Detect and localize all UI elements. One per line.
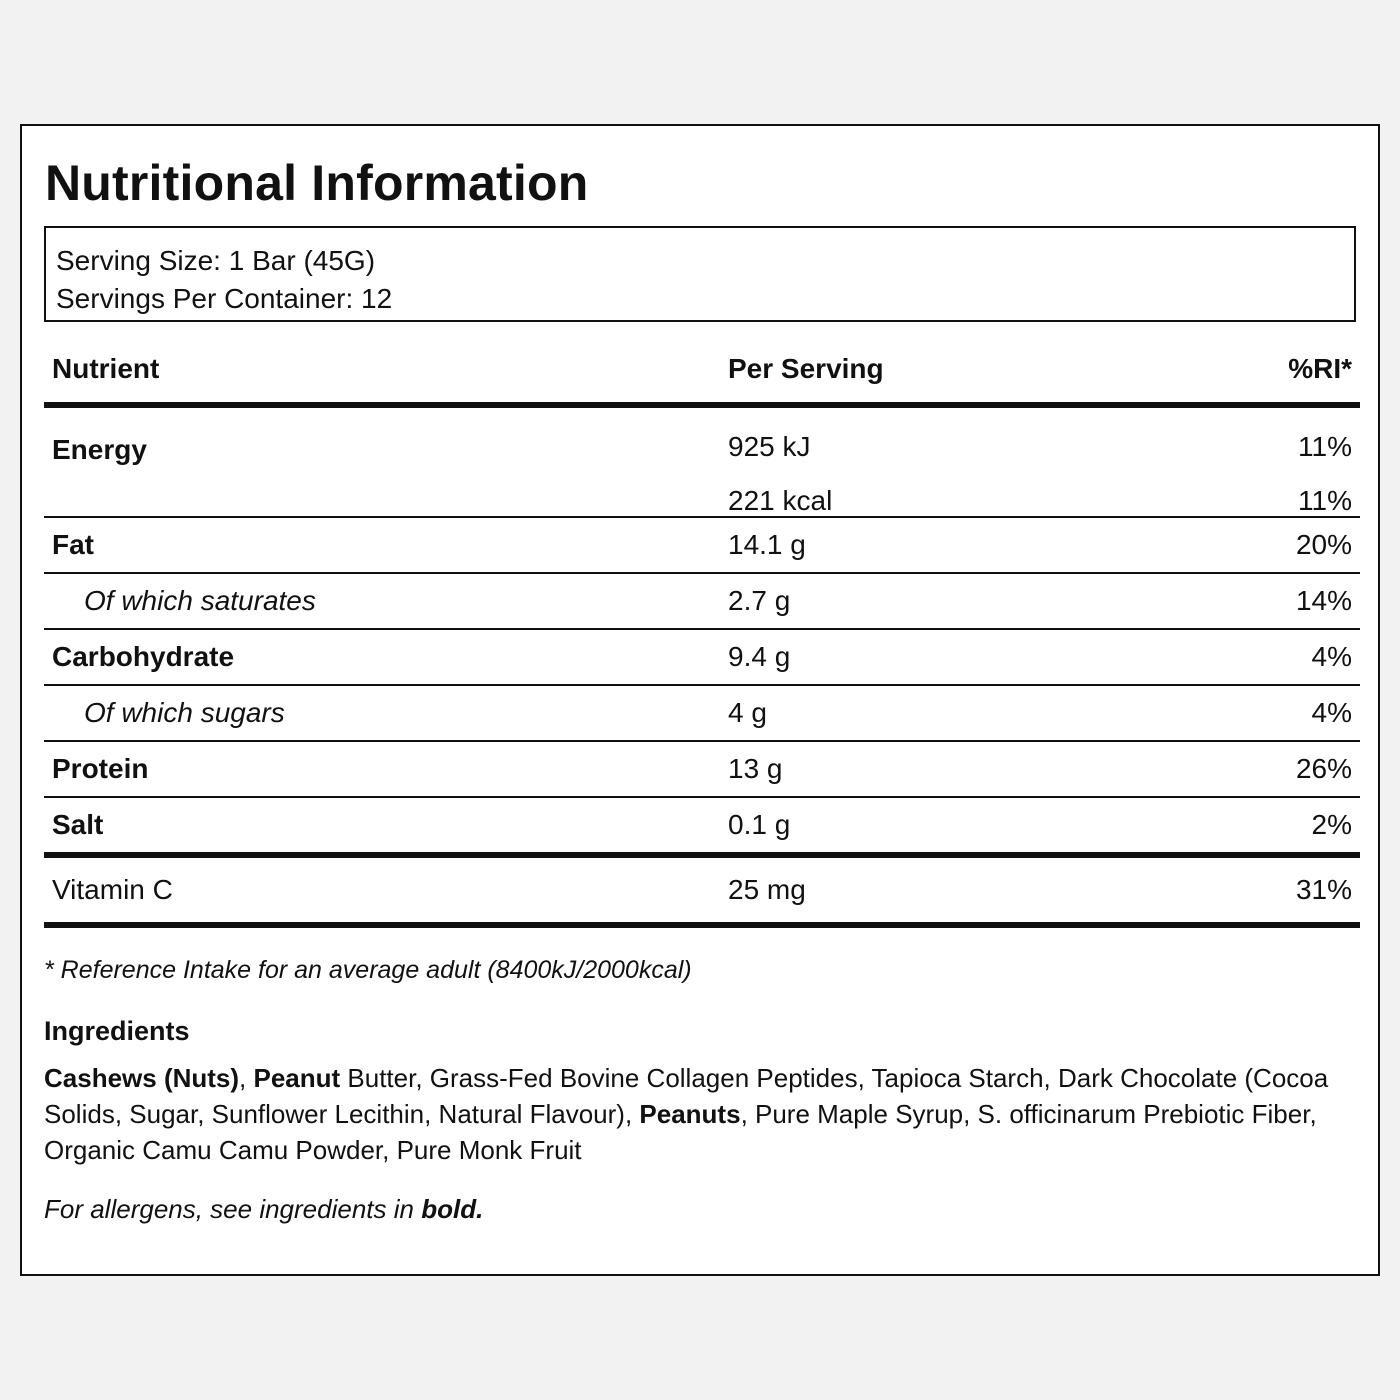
nutrient-ri: 14%	[1295, 585, 1352, 616]
divider-thick	[44, 402, 1360, 408]
nutrient-ri: 4%	[1311, 697, 1352, 728]
nutrient-label: Of which sugars	[84, 697, 285, 728]
table-header: Nutrient Per Serving %RI*	[44, 336, 1360, 402]
serving-size: Serving Size: 1 Bar (45G)	[56, 245, 376, 276]
header-nutrient: Nutrient	[52, 353, 160, 384]
nutrient-ri: 26%	[1295, 753, 1352, 784]
ri-footnote: * Reference Intake for an average adult …	[44, 956, 692, 984]
nutrition-table: Nutrient Per Serving %RI* Energy 925 kJ …	[44, 336, 1360, 928]
servings-per-container: Servings Per Container: 12	[56, 283, 393, 314]
nutrient-label: Energy	[52, 434, 147, 465]
page-title: Nutritional Information	[45, 155, 589, 211]
divider-thick	[44, 852, 1360, 858]
table-row-saturates: Of which saturates 2.7 g 14%	[44, 574, 1360, 628]
nutrient-ri: 20%	[1295, 529, 1352, 560]
table-row-salt: Salt 0.1 g 2%	[44, 798, 1360, 852]
energy-kcal-value: 221 kcal	[728, 485, 833, 516]
divider	[44, 516, 1360, 518]
divider-thick	[44, 922, 1360, 928]
nutrient-value: 25 mg	[728, 874, 806, 905]
ingredient-allergen: Peanut	[253, 1063, 341, 1093]
nutrient-label: Of which saturates	[84, 585, 316, 616]
allergen-note: For allergens, see ingredients in bold.	[44, 1194, 483, 1225]
energy-kj-value: 925 kJ	[728, 431, 811, 462]
nutrient-ri: 31%	[1295, 874, 1352, 905]
header-ri: %RI*	[1288, 353, 1352, 384]
nutrient-value: 13 g	[728, 753, 783, 784]
ingredient-text: ,	[239, 1063, 254, 1093]
allergen-note-text: For allergens, see ingredients in	[44, 1194, 422, 1224]
nutrient-value: 4 g	[728, 697, 767, 728]
energy-kcal-ri: 11%	[1298, 485, 1352, 516]
nutrient-label: Carbohydrate	[52, 641, 235, 672]
serving-info-box: Serving Size: 1 Bar (45G) Servings Per C…	[44, 226, 1356, 322]
nutrient-ri: 2%	[1311, 809, 1352, 840]
nutrient-label: Vitamin C	[52, 874, 173, 905]
table-row-carbohydrate: Carbohydrate 9.4 g 4%	[44, 630, 1360, 684]
divider	[44, 628, 1360, 630]
nutrient-value: 0.1 g	[728, 809, 791, 840]
nutrition-label: Nutritional Information Serving Size: 1 …	[20, 124, 1380, 1276]
energy-kj-ri: 11%	[1298, 431, 1352, 462]
ingredient-allergen: Cashews (Nuts)	[44, 1063, 240, 1093]
table-row-sugars: Of which sugars 4 g 4%	[44, 686, 1360, 740]
nutrient-value: 2.7 g	[728, 585, 791, 616]
table-row-energy: Energy 925 kJ 221 kcal 11% 11%	[44, 408, 1360, 516]
divider	[44, 684, 1360, 686]
header-per-serving: Per Serving	[728, 353, 884, 384]
table-row-fat: Fat 14.1 g 20%	[44, 518, 1360, 572]
ingredients-text: Cashews (Nuts), Peanut Butter, Grass-Fed…	[44, 1060, 1364, 1168]
nutrient-label: Salt	[52, 809, 104, 840]
allergen-note-bold: bold.	[421, 1194, 484, 1224]
nutrient-value: 9.4 g	[728, 641, 791, 672]
table-row-vitamin-c: Vitamin C 25 mg 31%	[44, 858, 1360, 922]
ingredient-text: Butter, Grass-Fed Bovine Collagen Peptid…	[44, 1063, 1329, 1129]
divider	[44, 572, 1360, 574]
ingredient-text: , Pure Maple Syrup, S. officinarum Prebi…	[44, 1099, 1317, 1165]
nutrient-label: Protein	[52, 753, 149, 784]
nutrient-ri: 4%	[1311, 641, 1352, 672]
table-row-protein: Protein 13 g 26%	[44, 742, 1360, 796]
divider	[44, 796, 1360, 798]
ingredients-title: Ingredients	[44, 1016, 190, 1046]
nutrient-label: Fat	[52, 529, 94, 560]
divider	[44, 740, 1360, 742]
ingredient-allergen: Peanuts	[639, 1099, 741, 1129]
nutrient-value: 14.1 g	[728, 529, 806, 560]
